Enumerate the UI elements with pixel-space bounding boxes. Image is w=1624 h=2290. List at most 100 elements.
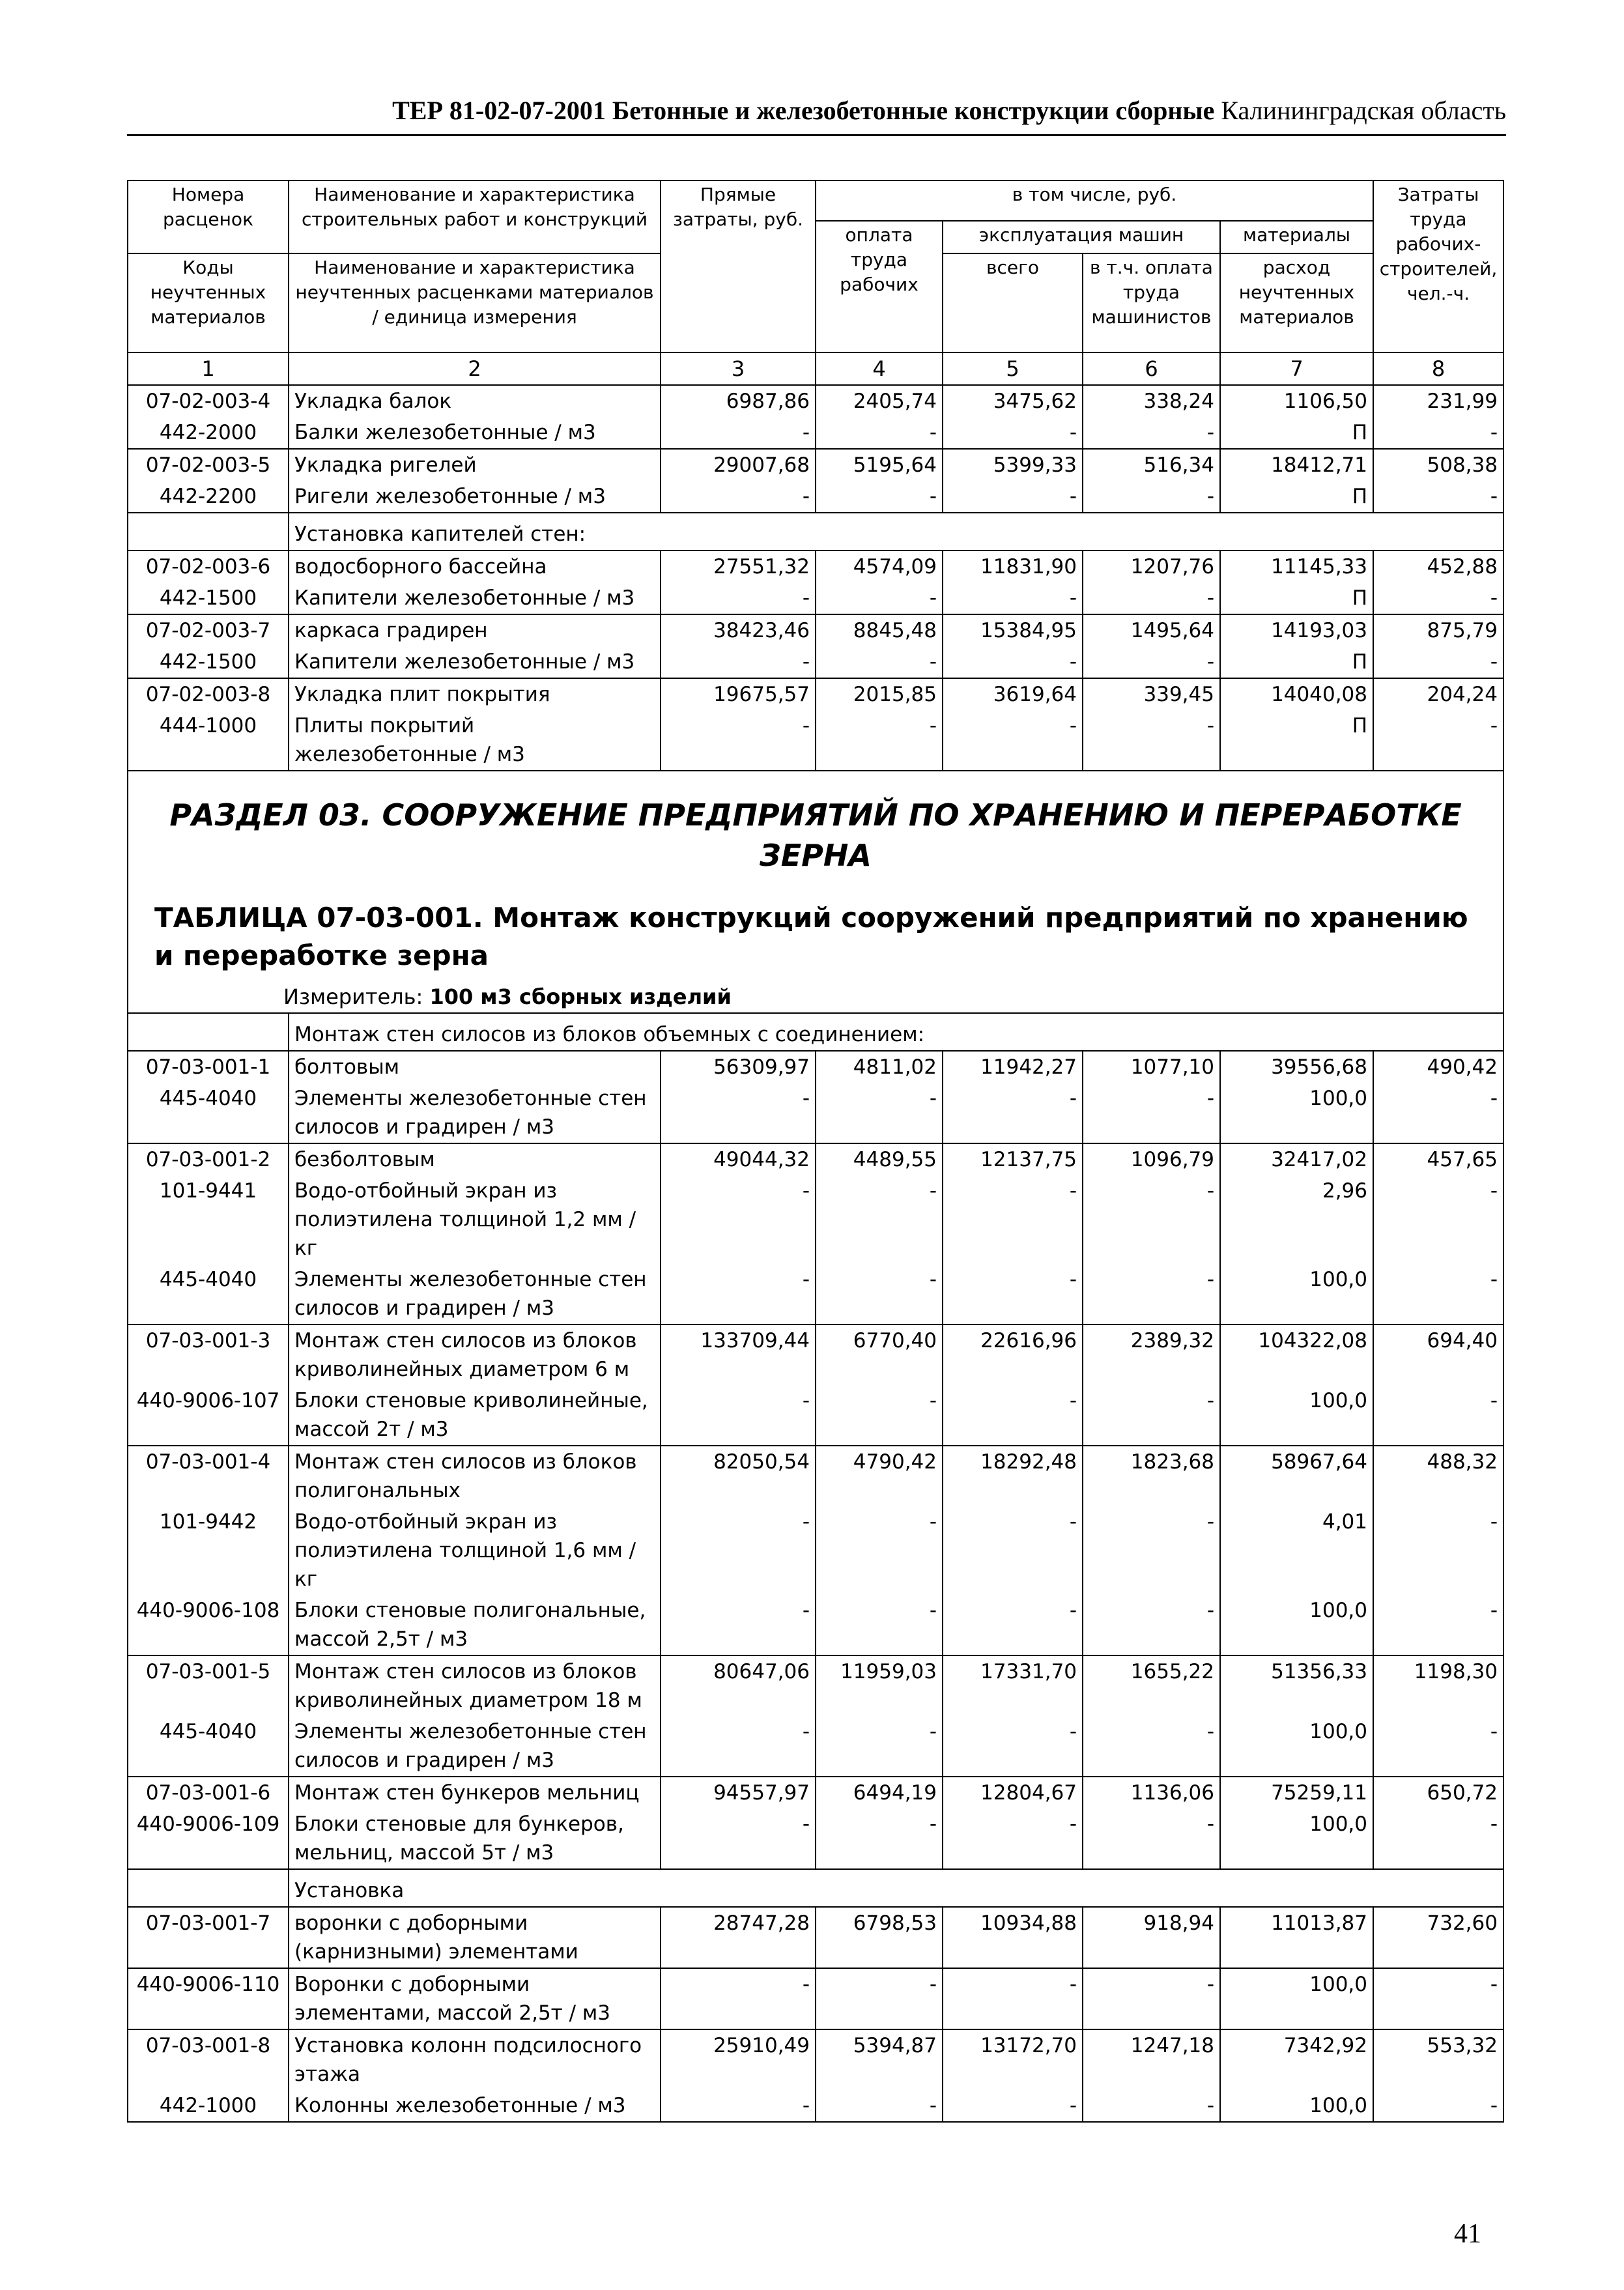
machinist-pay: 1823,68 — [1082, 1445, 1221, 1506]
machinist-pay: 516,34 — [1082, 448, 1221, 481]
empty-cell — [127, 1868, 289, 1907]
materials: П — [1219, 417, 1374, 449]
item-name: Капители железобетонные / м3 — [288, 646, 661, 678]
machines-total: 13172,70 — [942, 2029, 1083, 2090]
machinist-pay: - — [1082, 481, 1221, 513]
subheading-row: Установка капителей стен: — [127, 512, 1504, 551]
rate-code: 07-03-001-1 — [127, 1050, 289, 1083]
table-row: 07-02-003-5 Укладка ригелей 29007,68 5195,6… — [127, 448, 1504, 481]
machinist-pay: 1655,22 — [1082, 1655, 1221, 1716]
table-row: 442-2000 Балки железобетонные / м3- - - - П - — [127, 417, 1504, 449]
table-row: 07-02-003-4 Укладка балок 6987,86 2405,74 34… — [127, 384, 1504, 417]
subheading-row: Установка — [127, 1868, 1504, 1907]
col7-header: расход неучтенных материалов — [1219, 253, 1374, 353]
machines-total: - — [942, 1506, 1083, 1595]
table-row: 07-03-001-2 безболтовым 49044,32 4489,55 121… — [127, 1143, 1504, 1175]
labor-pay: - — [815, 1716, 943, 1777]
labor-pay: 4811,02 — [815, 1050, 943, 1083]
direct-cost: - — [660, 1809, 816, 1869]
measure-label: Измеритель: — [283, 984, 423, 1009]
machines-total: - — [942, 1968, 1083, 2029]
materials: 100,0 — [1219, 1716, 1374, 1777]
column-number: 7 — [1219, 352, 1374, 386]
item-name: Укладка ригелей — [288, 448, 661, 481]
machines-total: 3619,64 — [942, 678, 1083, 710]
direct-cost: - — [660, 1716, 816, 1777]
machinist-pay: 1096,79 — [1082, 1143, 1221, 1175]
rate-code: 445-4040 — [127, 1264, 289, 1324]
table1-body: 07-02-003-4 Укладка балок 6987,86 2405,74 34… — [127, 384, 1504, 771]
materials: 100,0 — [1219, 2090, 1374, 2123]
machinist-pay: - — [1082, 1385, 1221, 1446]
table-row: 445-4040 Элементы железобетонные стен сил… — [127, 1716, 1504, 1777]
direct-cost: 28747,28 — [660, 1906, 816, 1968]
labor-pay: 4790,42 — [815, 1445, 943, 1506]
table-row: 07-03-001-5 Монтаж стен силосов из блоков… — [127, 1655, 1504, 1716]
column-number: 8 — [1373, 352, 1504, 386]
machines-total: - — [942, 481, 1083, 513]
labor-pay: 4489,55 — [815, 1143, 943, 1175]
materials: 58967,64 — [1219, 1445, 1374, 1506]
machines-total: 18292,48 — [942, 1445, 1083, 1506]
rate-code: 07-03-001-3 — [127, 1324, 289, 1385]
labor-pay: - — [815, 646, 943, 678]
machines-total: - — [942, 417, 1083, 449]
materials: 100,0 — [1219, 1968, 1374, 2029]
rate-code: 442-2000 — [127, 417, 289, 449]
machines-total: 22616,96 — [942, 1324, 1083, 1385]
labor-hours: 1198,30 — [1373, 1655, 1504, 1716]
machines-total: 5399,33 — [942, 448, 1083, 481]
table-row: 07-02-003-8 Укладка плит покрытия 19675,57… — [127, 678, 1504, 710]
labor-pay: - — [815, 1264, 943, 1324]
item-name: Монтаж стен силосов из блоков полигональ… — [288, 1445, 661, 1506]
machines-total: - — [942, 2090, 1083, 2123]
column-number: 4 — [815, 352, 943, 386]
machines-total: - — [942, 1716, 1083, 1777]
measure-value: 100 м3 сборных изделий — [429, 984, 732, 1009]
materials: 39556,68 — [1219, 1050, 1374, 1083]
labor-hours: 204,24 — [1373, 678, 1504, 710]
materials: П — [1219, 481, 1374, 513]
labor-pay: - — [815, 2090, 943, 2123]
item-name: Блоки стеновые криволинейные, массой 2т … — [288, 1385, 661, 1446]
labor-hours: - — [1373, 417, 1504, 449]
machinist-pay: - — [1082, 1595, 1221, 1655]
machines-total: 12804,67 — [942, 1776, 1083, 1809]
table-row: 07-03-001-3 Монтаж стен силосов из блоков… — [127, 1324, 1504, 1385]
materials: 4,01 — [1219, 1506, 1374, 1595]
labor-pay: - — [815, 582, 943, 614]
rate-code: 07-03-001-5 — [127, 1655, 289, 1716]
materials: 1106,50 — [1219, 384, 1374, 417]
item-name: каркаса градирен — [288, 614, 661, 646]
table-row: 07-03-001-6 Монтаж стен бункеров мельниц 9… — [127, 1776, 1504, 1809]
rate-code: 442-1500 — [127, 582, 289, 614]
labor-pay: - — [815, 1385, 943, 1446]
table-row: 445-4040 Элементы железобетонные стен сил… — [127, 1083, 1504, 1143]
col4-header: оплата труда рабочих — [815, 220, 943, 353]
item-name: Капители железобетонные / м3 — [288, 582, 661, 614]
machinist-pay: 339,45 — [1082, 678, 1221, 710]
table-row: 101-9442 Водо-отбойный экран из полиэтиле… — [127, 1506, 1504, 1595]
item-name: безболтовым — [288, 1143, 661, 1175]
subheading: Установка — [288, 1868, 1504, 1907]
labor-hours: - — [1373, 1968, 1504, 2029]
materials: 14040,08 — [1219, 678, 1374, 710]
machines-total: - — [942, 1175, 1083, 1264]
rate-code: 442-1000 — [127, 2090, 289, 2123]
labor-pay: 8845,48 — [815, 614, 943, 646]
labor-hours: - — [1373, 1083, 1504, 1143]
running-header: ТЕР 81-02-07-2001 Бетонные и железобетон… — [127, 91, 1506, 136]
machines-total: - — [942, 1264, 1083, 1324]
machinist-pay: - — [1082, 646, 1221, 678]
item-name: Балки железобетонные / м3 — [288, 417, 661, 449]
labor-hours: 875,79 — [1373, 614, 1504, 646]
table-title: ТАБЛИЦА 07-03-001. Монтаж конструкций со… — [154, 902, 1468, 971]
rate-code: 445-4040 — [127, 1716, 289, 1777]
labor-pay: - — [815, 417, 943, 449]
machines-total: - — [942, 1385, 1083, 1446]
labor-hours: - — [1373, 582, 1504, 614]
direct-cost: 19675,57 — [660, 678, 816, 710]
table-row: 440-9006-109 Блоки стеновые для бункеров,… — [127, 1809, 1504, 1869]
machines-total: 17331,70 — [942, 1655, 1083, 1716]
materials: П — [1219, 582, 1374, 614]
